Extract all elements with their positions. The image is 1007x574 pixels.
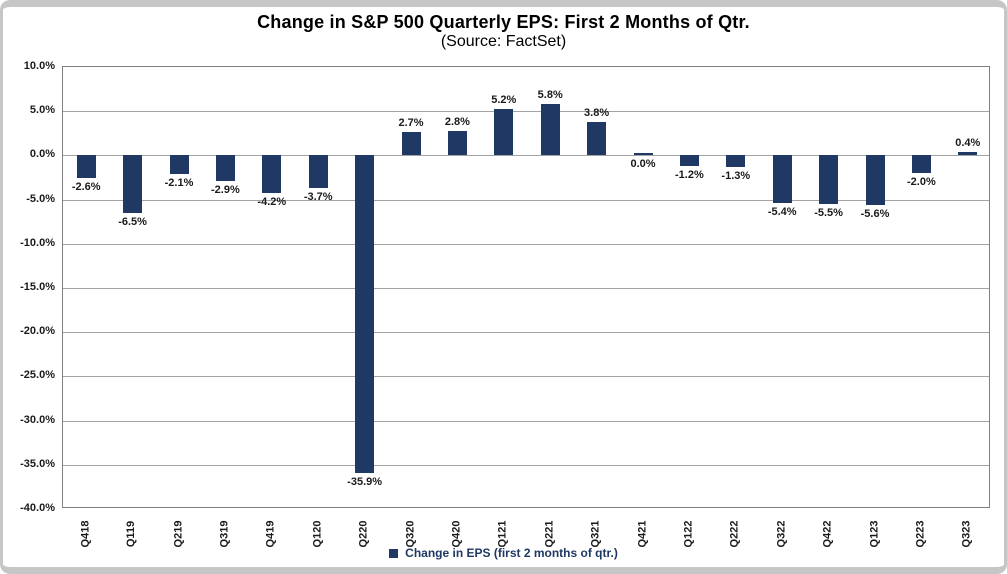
bar-value-label: -3.7% (303, 191, 333, 204)
bar-Q322 (772, 155, 792, 204)
bar-value-label: 0.0% (630, 158, 656, 171)
bar-Q422 (819, 155, 839, 204)
bar-Q123 (865, 155, 885, 205)
plot-area: -2.6% -6.5% -2.1% -2.9% -4.2% -3.7% -35.9% 2.7%… (62, 66, 990, 508)
chart-subtitle: (Source: FactSet) (440, 33, 567, 50)
bar-value-label: -6.5% (118, 215, 147, 228)
chart-title: Change in S&P 500 Quarterly EPS: First 2… (257, 12, 750, 32)
bar-value-label: 3.8% (584, 106, 610, 119)
bar-value-label: -5.6% (860, 207, 890, 220)
bar-value-label: 2.8% (444, 115, 470, 128)
y-tick-label: -25.0% (20, 369, 55, 382)
bar-value-label: -2.1% (164, 176, 194, 189)
y-tick-label: 5.0% (29, 104, 55, 117)
bar-Q419 (262, 155, 282, 193)
legend-label: Change in EPS (first 2 months of qtr.) (405, 546, 618, 560)
bar-value-label: -5.4% (767, 206, 797, 219)
bar-Q221 (540, 104, 560, 156)
y-tick-label: -15.0% (20, 281, 55, 293)
bar-Q418 (76, 155, 96, 179)
bar-value-label: -4.2% (257, 195, 287, 208)
bar-value-label: -2.0% (907, 176, 936, 189)
bar-Q119 (123, 155, 143, 213)
y-tick-label: 10.0% (23, 60, 55, 72)
bar-value-label: -1.2% (675, 169, 704, 181)
bar-value-label: 0.4% (955, 136, 981, 149)
gridline (63, 288, 989, 289)
gridline (63, 420, 989, 422)
bar-value-label: -35.9% (347, 475, 383, 488)
bar-value-label: 5.8% (537, 89, 563, 102)
y-tick-label: -30.0% (20, 413, 55, 426)
bar-Q122 (679, 155, 699, 166)
bar-Q319 (215, 155, 235, 182)
y-tick-label: -10.0% (20, 236, 55, 249)
bar-value-label: 2.7% (398, 116, 424, 129)
gridline (63, 155, 989, 157)
bar-Q220 (355, 155, 375, 473)
gridline (63, 464, 989, 466)
bar-Q320 (401, 131, 421, 156)
bar-Q323 (958, 151, 978, 156)
bar-value-label: -1.3% (721, 169, 751, 182)
bar-Q120 (308, 155, 328, 189)
bar-Q421 (633, 153, 653, 156)
y-tick-label: -5.0% (26, 192, 55, 205)
bar-value-label: -2.9% (211, 184, 240, 197)
legend: Change in EPS (first 2 months of qtr.) (0, 546, 1007, 560)
bar-value-label: 5.2% (491, 94, 517, 107)
bar-value-label: -5.5% (814, 207, 843, 220)
bar-value-label: -2.6% (71, 181, 101, 194)
gridline (63, 243, 989, 245)
gridline (63, 376, 989, 378)
bar-Q321 (587, 121, 607, 156)
bar-Q121 (494, 109, 514, 156)
gridline (63, 332, 989, 334)
gridline (63, 199, 989, 201)
bar-Q222 (726, 155, 746, 167)
y-tick-label: 0.0% (29, 148, 55, 161)
bar-Q223 (911, 155, 931, 174)
bar-Q219 (169, 155, 189, 174)
legend-swatch-icon (389, 548, 399, 558)
y-tick-label: -40.0% (20, 502, 55, 514)
bar-Q420 (447, 130, 467, 156)
gridline (63, 111, 989, 113)
y-tick-label: -20.0% (20, 325, 55, 338)
y-tick-label: -35.0% (20, 457, 55, 470)
